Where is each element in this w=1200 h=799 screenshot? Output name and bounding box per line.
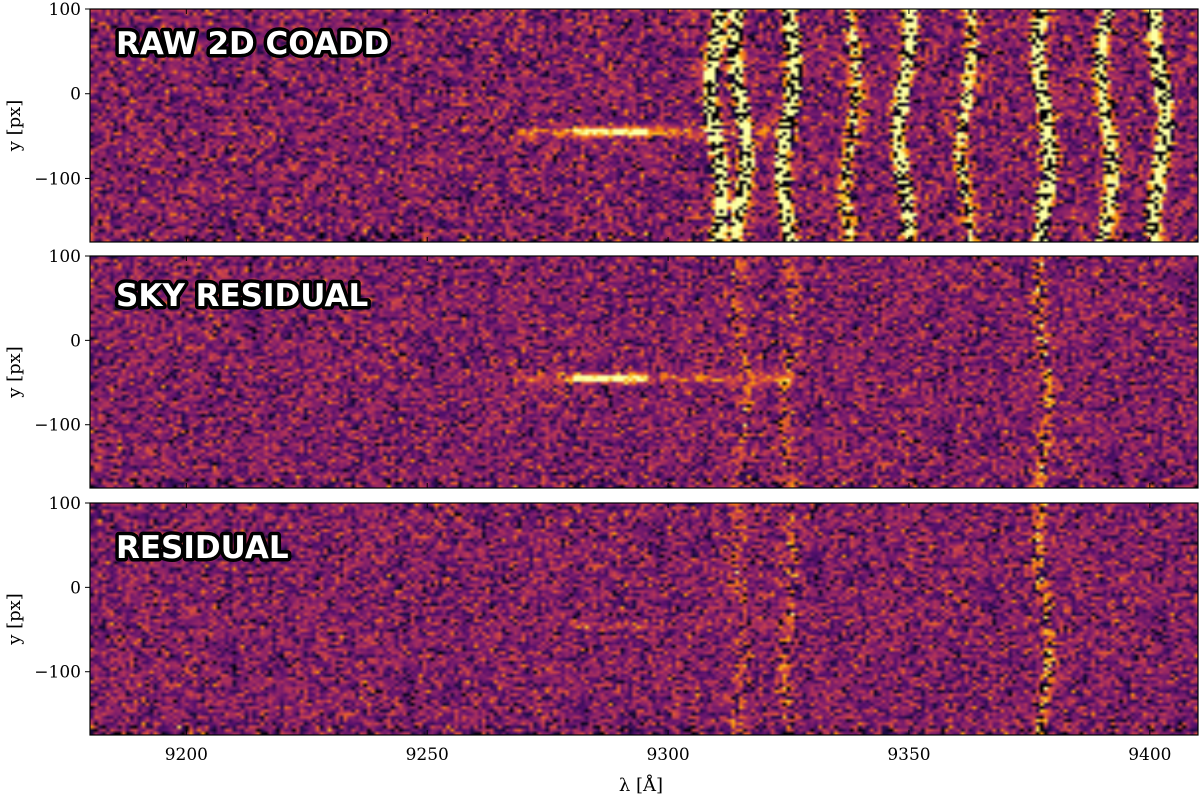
y-tick-labels: 100 0 −100 (34, 247, 81, 436)
tick-marks (85, 502, 1151, 735)
y-tick-label: −100 (34, 663, 81, 683)
x-tick-labels: 9200 9250 9300 9350 9400 (165, 745, 1172, 765)
x-axis-label: λ [Å] (619, 774, 663, 796)
panel-raw-2d-coadd: 100 0 −100 y [px] RAW 2D COADD (4, 0, 1199, 243)
y-tick-labels: 100 0 −100 (34, 494, 81, 683)
heatmap-raw-2d-coadd (90, 9, 1198, 242)
axes-frame (89, 255, 1199, 489)
tick-marks (85, 8, 1151, 242)
y-tick-labels: 100 0 −100 (34, 0, 81, 189)
y-tick-label: 100 (49, 0, 81, 20)
heatmap-residual (90, 503, 1198, 735)
y-tick-label: −100 (34, 169, 81, 189)
y-axis-label: y [px] (4, 593, 25, 646)
x-tick-label: 9400 (1128, 745, 1171, 765)
panel-title: RAW 2D COADD (116, 26, 389, 62)
y-tick-label: 100 (49, 494, 81, 514)
panel-title: RESIDUAL (116, 530, 289, 566)
x-tick-label: 9350 (887, 745, 930, 765)
y-axis-label: y [px] (4, 100, 25, 153)
y-tick-label: −100 (34, 416, 81, 436)
y-axis-label: y [px] (4, 346, 25, 399)
panel-sky-residual: 100 0 −100 y [px] SKY RESIDUAL (4, 247, 1199, 489)
axes-frame (89, 502, 1199, 736)
heatmap-sky-residual (90, 256, 1198, 488)
y-tick-label: 0 (70, 578, 81, 598)
y-tick-label: 100 (49, 247, 81, 267)
axes-frame (89, 8, 1199, 243)
y-tick-label: 0 (70, 85, 81, 105)
y-tick-label: 0 (70, 331, 81, 351)
panel-residual: 100 0 −100 y [px] RESIDUAL (4, 494, 1199, 736)
tick-marks (85, 255, 1151, 488)
panel-title: SKY RESIDUAL (116, 278, 368, 314)
x-tick-label: 9300 (646, 745, 689, 765)
x-tick-label: 9200 (165, 745, 208, 765)
x-tick-label: 9250 (406, 745, 449, 765)
